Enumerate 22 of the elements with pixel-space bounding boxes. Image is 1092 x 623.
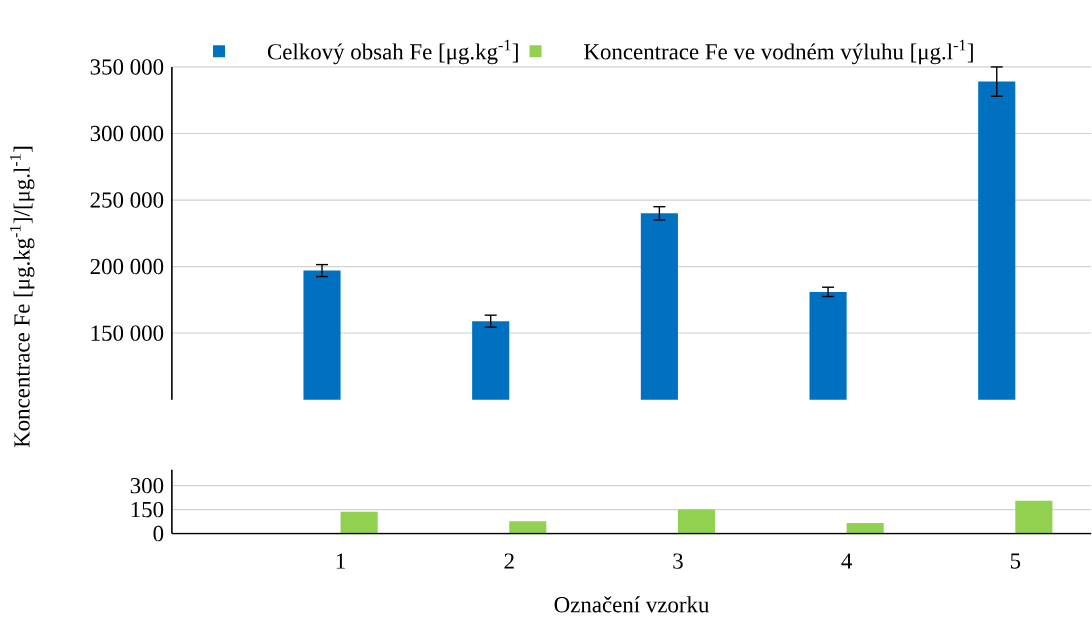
x-tick-label: 1 xyxy=(336,553,345,569)
bar xyxy=(1015,500,1053,534)
legend-label: Koncentrace Fe ve vodném výluhu [μg.l$^{-1}$] xyxy=(584,39,973,65)
x-tick-label: 4 xyxy=(841,553,852,569)
y-tick-label: 150 xyxy=(131,502,164,518)
bar xyxy=(846,523,884,534)
bar xyxy=(509,521,547,534)
y-tick-label: 350 000 xyxy=(90,59,164,75)
y-axis-title: Koncentrace Fe [μg.kg$^{-1}$]/[μg.l$^{-1}$] xyxy=(9,147,35,448)
legend-label: Celkový obsah Fe [μg.kg$^{-1}$] xyxy=(267,39,518,65)
x-tick-label: 2 xyxy=(504,553,514,569)
y-tick-label: 300 000 xyxy=(90,125,164,142)
x-tick-label: 3 xyxy=(673,553,683,570)
y-tick-label: 200 000 xyxy=(90,259,164,275)
y-tick-label: 0 xyxy=(153,526,164,542)
x-tick-label: 5 xyxy=(1010,553,1021,569)
y-tick-label: 150 000 xyxy=(91,325,164,342)
x-axis-title: Označení vzorku xyxy=(554,596,710,613)
bar xyxy=(340,512,378,534)
y-tick-label: 300 xyxy=(130,478,164,494)
y-tick-label: 250 000 xyxy=(90,192,164,208)
bar xyxy=(677,509,716,534)
